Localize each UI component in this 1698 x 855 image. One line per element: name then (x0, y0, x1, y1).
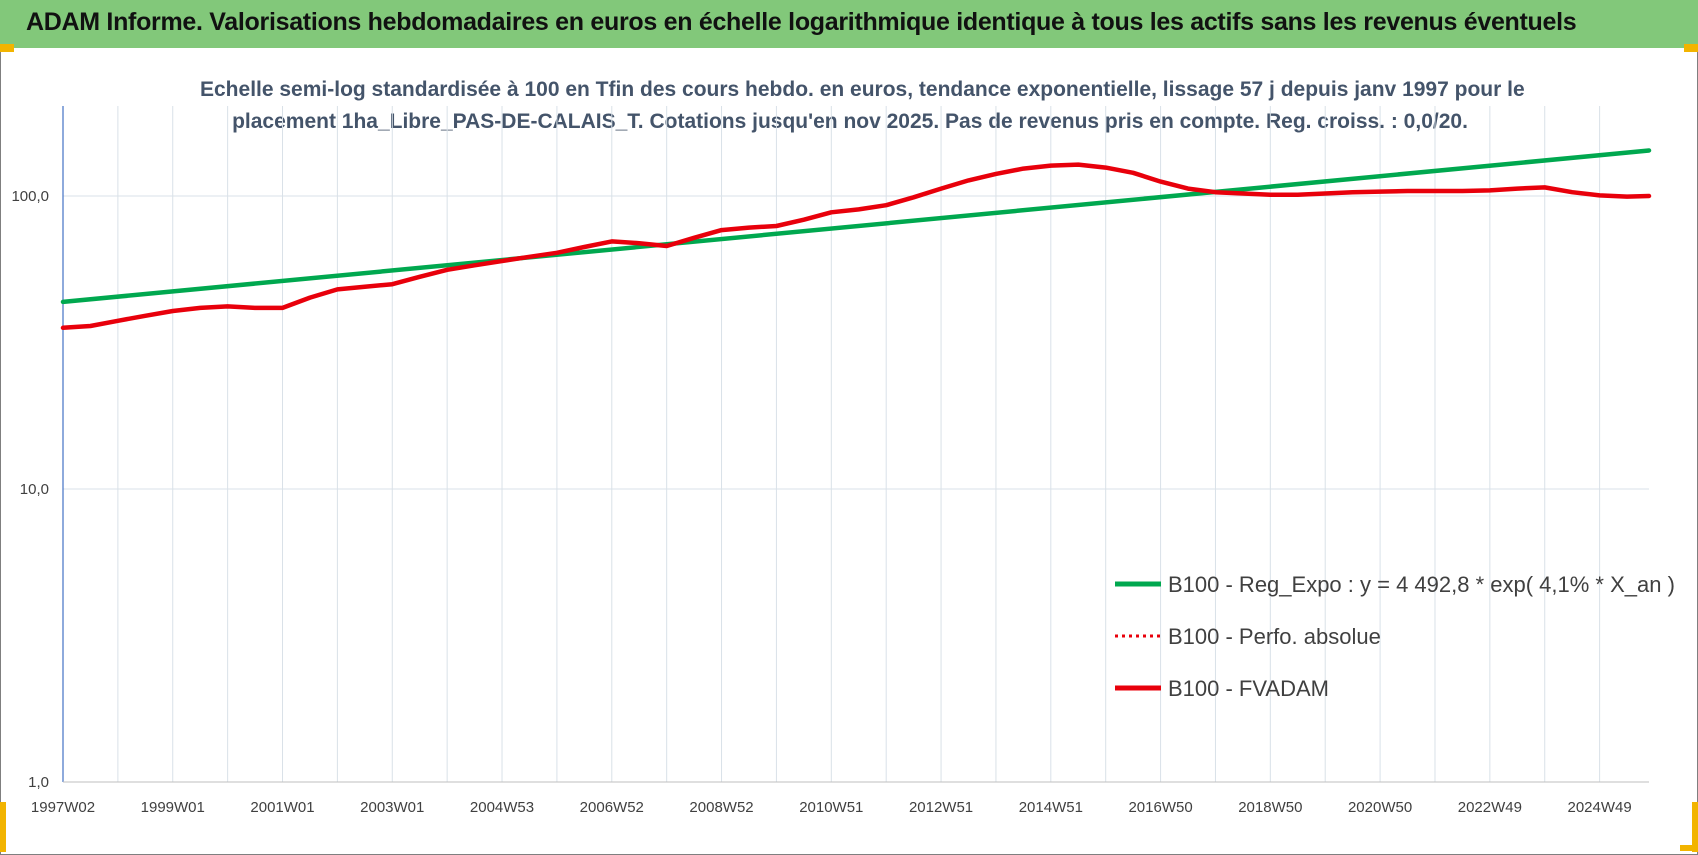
x-tick-label: 2010W51 (799, 799, 863, 816)
x-tick-label: 2024W49 (1567, 799, 1631, 816)
x-tick-label: 2018W50 (1238, 799, 1302, 816)
x-tick-label: 2022W49 (1458, 799, 1522, 816)
resize-handle-bottom-right-corner[interactable] (1680, 845, 1696, 851)
x-tick-label: 2014W51 (1019, 799, 1083, 816)
series-layer (60, 148, 1652, 331)
legend-label-0: B100 - Reg_Expo : y = 4 492,8 * exp( 4,1… (1168, 572, 1675, 597)
header-banner: ADAM Informe. Valorisations hebdomadaire… (0, 0, 1698, 48)
resize-handle-top-right[interactable] (1684, 44, 1698, 52)
axis-layer: 1,0 10,0 100,0 1997W02 1999W01 2001W01 2003W01… (11, 106, 1649, 816)
chart-title-line-2: placement 1ha_Libre_PAS-DE-CALAIS_T. Cot… (232, 110, 1468, 133)
chart-title: Echelle semi-log standardisée à 100 en T… (200, 74, 1525, 138)
y-tick-label: 10,0 (20, 481, 49, 498)
chart-title-line-1: Echelle semi-log standardisée à 100 en T… (200, 78, 1525, 101)
y-tick-label: 1,0 (28, 774, 49, 791)
legend-label-2: B100 - FVADAM (1168, 676, 1329, 701)
series-line-2 (60, 162, 1652, 331)
x-tick-label: 2016W50 (1128, 799, 1192, 816)
resize-handle-bottom-left[interactable] (0, 802, 6, 852)
x-tick-label: 2003W01 (360, 799, 424, 816)
grid-layer (62, 106, 1649, 783)
x-tick-label: 2012W51 (909, 799, 973, 816)
x-tick-label: 2001W01 (250, 799, 314, 816)
resize-handle-bottom-right[interactable] (1692, 802, 1698, 852)
banner-title: ADAM Informe. Valorisations hebdomadaire… (26, 8, 1577, 36)
x-tick-label: 2004W53 (470, 799, 534, 816)
x-tick-label: 2006W52 (580, 799, 644, 816)
x-tick-label: 1997W02 (31, 799, 95, 816)
legend: B100 - Reg_Expo : y = 4 492,8 * exp( 4,1… (1115, 572, 1675, 701)
x-tick-label: 1999W01 (141, 799, 205, 816)
legend-label-1: B100 - Perfo. absolue (1168, 624, 1381, 649)
resize-handle-top-left[interactable] (0, 44, 14, 52)
y-tick-label: 100,0 (11, 188, 49, 205)
series-line-0 (60, 148, 1652, 305)
x-tick-label: 2008W52 (689, 799, 753, 816)
x-tick-label: 2020W50 (1348, 799, 1412, 816)
